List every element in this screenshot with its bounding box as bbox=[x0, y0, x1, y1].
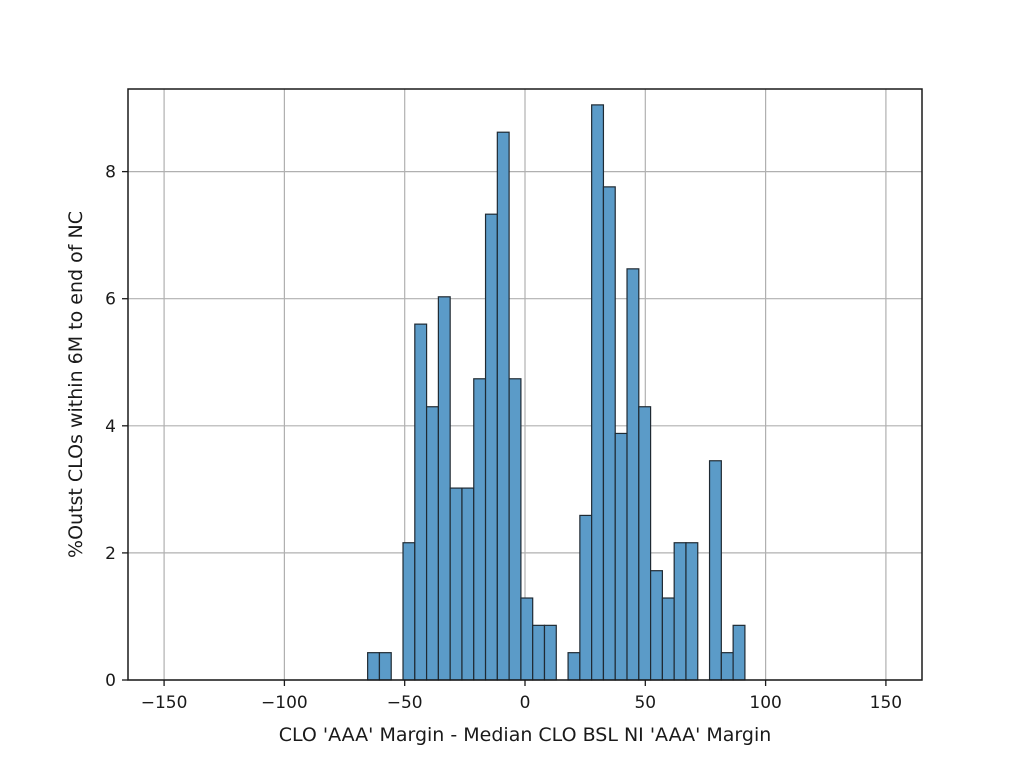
histogram-bar bbox=[461, 487, 475, 681]
y-axis-ticks: 0 2 4 6 8 bbox=[105, 163, 128, 691]
histogram-bar bbox=[449, 487, 463, 681]
histogram-bar bbox=[602, 186, 616, 681]
x-tick-label: −50 bbox=[387, 693, 423, 713]
x-axis-ticks: −150 −100 −50 0 50 100 150 bbox=[141, 680, 902, 713]
histogram-bar bbox=[673, 542, 687, 681]
histogram-bar bbox=[579, 514, 593, 681]
histogram-bar bbox=[484, 213, 498, 681]
histogram-bar bbox=[720, 652, 734, 681]
histogram-bar bbox=[708, 460, 722, 681]
x-tick-label: 0 bbox=[520, 693, 531, 713]
histogram-bar bbox=[567, 652, 581, 681]
histogram-bar bbox=[685, 542, 699, 681]
histogram-bar bbox=[591, 104, 605, 681]
y-tick-label: 2 bbox=[105, 544, 116, 564]
histogram-bar bbox=[532, 624, 546, 681]
histogram-bar bbox=[473, 378, 487, 681]
histogram-bars bbox=[367, 104, 746, 681]
x-axis-label: CLO 'AAA' Margin - Median CLO BSL NI 'AA… bbox=[279, 724, 772, 746]
histogram-bar bbox=[614, 432, 628, 681]
x-tick-label: −100 bbox=[261, 693, 308, 713]
histogram-bar bbox=[638, 406, 652, 681]
histogram-bar bbox=[425, 406, 439, 681]
histogram-bar bbox=[378, 652, 392, 681]
x-tick-label: −150 bbox=[141, 693, 188, 713]
y-axis-label: %Outst CLOs within 6M to end of NC bbox=[65, 211, 87, 558]
histogram-bar bbox=[437, 296, 451, 681]
histogram-bar bbox=[626, 268, 640, 681]
y-tick-label: 8 bbox=[105, 163, 116, 183]
histogram-bar bbox=[496, 131, 510, 681]
y-tick-label: 6 bbox=[105, 290, 116, 310]
y-tick-label: 0 bbox=[105, 671, 116, 691]
histogram-bar bbox=[732, 624, 746, 681]
histogram-bar bbox=[367, 652, 381, 681]
histogram-bar bbox=[402, 542, 416, 681]
histogram-bar bbox=[520, 597, 534, 681]
histogram-bar bbox=[543, 624, 557, 681]
histogram-bar bbox=[508, 378, 522, 681]
x-tick-label: 100 bbox=[749, 693, 781, 713]
histogram-bar bbox=[661, 597, 675, 681]
histogram-bar bbox=[414, 323, 428, 681]
x-tick-label: 150 bbox=[870, 693, 902, 713]
x-tick-label: 50 bbox=[634, 693, 656, 713]
y-tick-label: 4 bbox=[105, 417, 116, 437]
histogram-bar bbox=[649, 570, 663, 681]
